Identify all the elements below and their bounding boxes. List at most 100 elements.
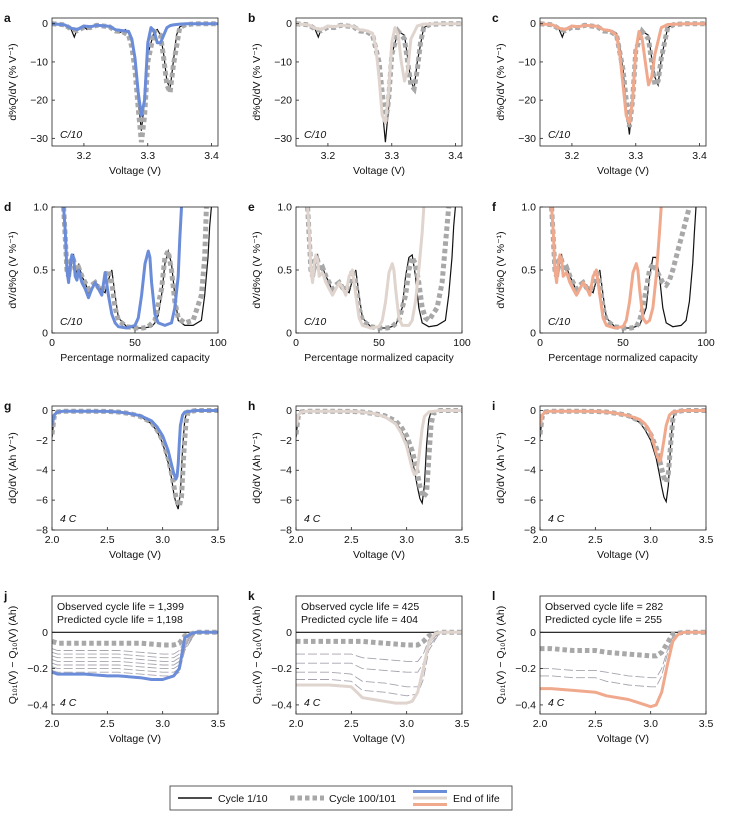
panel-l-series bbox=[540, 629, 706, 709]
y-tick-label: 0 bbox=[42, 405, 48, 417]
y-axis-title: dQ/dV (Ah V⁻¹) bbox=[251, 432, 263, 503]
x-tick-label: 0 bbox=[293, 337, 299, 349]
panel-c-series bbox=[540, 21, 706, 135]
x-axis-title: Voltage (V) bbox=[109, 733, 161, 745]
series-thin-7 bbox=[52, 631, 218, 673]
panel-f: 0 50 100 0 0.5 1.0 Percentage normalized capac… bbox=[492, 200, 715, 364]
x-tick-label: 3.5 bbox=[699, 534, 714, 546]
y-axis-title: dQ/dV (Ah V⁻¹) bbox=[495, 432, 507, 503]
panel-letter: g bbox=[4, 399, 11, 413]
series-colored-2 bbox=[52, 409, 218, 481]
panel-letter: f bbox=[492, 200, 497, 214]
x-axis-title: Percentage normalized capacity bbox=[548, 352, 698, 364]
x-tick-label: 3.0 bbox=[155, 718, 170, 730]
y-tick-label: 0 bbox=[286, 627, 292, 639]
panel-f-series bbox=[549, 207, 697, 331]
series-colored-2 bbox=[540, 22, 706, 125]
panel-letter: h bbox=[248, 399, 255, 413]
legend-label-cycle-100-101: Cycle 100/101 bbox=[329, 793, 396, 805]
x-tick-label: 3.5 bbox=[211, 718, 226, 730]
panel-k-series bbox=[296, 629, 462, 705]
x-tick-label: 3.3 bbox=[628, 150, 643, 162]
panel-letter: j bbox=[3, 589, 7, 603]
predicted-cycle-life: Predicted cycle life = 1,198 bbox=[57, 614, 183, 626]
x-tick-label: 2.0 bbox=[533, 718, 548, 730]
axes-frame bbox=[539, 17, 707, 147]
y-tick-label: −0.2 bbox=[271, 663, 292, 675]
series-thin-3 bbox=[296, 631, 462, 673]
x-tick-label: 3.2 bbox=[77, 150, 92, 162]
y-tick-label: −30 bbox=[30, 133, 48, 145]
axes-frame bbox=[51, 595, 219, 715]
x-tick-label: 2.5 bbox=[588, 718, 603, 730]
x-tick-label: 3.0 bbox=[399, 718, 414, 730]
series-colored-9 bbox=[52, 630, 218, 681]
panel-d-series bbox=[61, 207, 212, 331]
x-tick-label: 50 bbox=[617, 337, 629, 349]
series-gray-1 bbox=[52, 408, 218, 515]
panel-g: 2.0 2.5 3.0 3.5 0 −2 −4 −6 −8 Voltage (V) dQ/dV (A… bbox=[4, 399, 225, 561]
x-tick-label: 3.3 bbox=[140, 150, 155, 162]
x-axis-title: Voltage (V) bbox=[353, 549, 405, 561]
y-tick-label: 0 bbox=[530, 627, 536, 639]
panel-c: 3.2 3.3 3.4 0 −10 −20 −30 Voltage (V) d%Q/dV (% … bbox=[492, 11, 707, 177]
panel-j-series bbox=[52, 629, 218, 681]
y-tick-label: −4 bbox=[36, 465, 48, 477]
series-gray-1 bbox=[549, 207, 692, 331]
rate-annotation: C/10 bbox=[548, 129, 570, 141]
y-tick-label: 0.5 bbox=[521, 265, 536, 277]
panel-a: 3.2 3.3 3.4 0 −10 −20 −30 Voltage (V) d%Q/dV (% … bbox=[4, 11, 219, 177]
y-tick-label: −0.4 bbox=[515, 699, 536, 711]
y-axis-title: dV/d%Q (V %⁻¹) bbox=[495, 231, 507, 308]
y-axis-title: d%Q/dV (% V⁻¹) bbox=[251, 43, 263, 120]
y-axis-title: dV/d%Q (V %⁻¹) bbox=[7, 231, 19, 308]
y-tick-label: −4 bbox=[524, 465, 536, 477]
axes-frame bbox=[539, 405, 707, 531]
observed-cycle-life: Observed cycle life = 282 bbox=[545, 601, 663, 613]
panel-d: 0 50 100 0 0.5 1.0 Percentage normalized capac… bbox=[4, 200, 227, 364]
rate-annotation: C/10 bbox=[304, 129, 326, 141]
rate-annotation: 4 C bbox=[60, 513, 77, 525]
series-gray-1 bbox=[52, 629, 218, 648]
x-tick-label: 3.5 bbox=[455, 718, 470, 730]
y-tick-label: 0 bbox=[42, 627, 48, 639]
x-tick-label: 3.0 bbox=[643, 718, 658, 730]
series-gray-1 bbox=[540, 21, 706, 128]
x-tick-label: 3.0 bbox=[643, 534, 658, 546]
rate-annotation: 4 C bbox=[304, 513, 321, 525]
x-axis-title: Voltage (V) bbox=[597, 165, 649, 177]
x-axis-title: Voltage (V) bbox=[597, 549, 649, 561]
rate-annotation: C/10 bbox=[60, 316, 82, 328]
x-tick-label: 2.0 bbox=[289, 534, 304, 546]
series-colored-4 bbox=[540, 630, 706, 709]
series-gray-1 bbox=[540, 408, 706, 490]
x-axis-title: Percentage normalized capacity bbox=[304, 352, 454, 364]
x-tick-label: 100 bbox=[697, 337, 715, 349]
y-tick-label: 0 bbox=[286, 405, 292, 417]
x-tick-label: 50 bbox=[129, 337, 141, 349]
series-black-0 bbox=[52, 409, 218, 510]
y-tick-label: −0.2 bbox=[27, 663, 48, 675]
panel-a-series bbox=[52, 21, 218, 143]
legend-frame bbox=[169, 785, 513, 811]
x-tick-label: 3.0 bbox=[155, 534, 170, 546]
x-tick-label: 3.4 bbox=[692, 150, 707, 162]
x-tick-label: 2.5 bbox=[100, 534, 115, 546]
legend-label-end-of-life: End of life bbox=[453, 793, 500, 805]
axes-frame bbox=[51, 17, 219, 147]
legend-label-cycle-1-10: Cycle 1/10 bbox=[218, 793, 268, 805]
legend: Cycle 1/10 Cycle 100/101 End of life bbox=[169, 785, 513, 811]
x-tick-label: 3.5 bbox=[699, 718, 714, 730]
series-thin-8 bbox=[52, 631, 218, 677]
series-thin-5 bbox=[296, 631, 462, 697]
x-tick-label: 2.5 bbox=[100, 718, 115, 730]
y-tick-label: 0 bbox=[42, 18, 48, 30]
series-colored-2 bbox=[550, 207, 663, 330]
y-tick-label: 0 bbox=[286, 18, 292, 30]
axes-frame bbox=[295, 17, 463, 147]
panel-b-series bbox=[296, 21, 462, 143]
y-tick-label: −0.2 bbox=[515, 663, 536, 675]
y-tick-label: 0 bbox=[530, 18, 536, 30]
x-tick-label: 3.0 bbox=[399, 534, 414, 546]
